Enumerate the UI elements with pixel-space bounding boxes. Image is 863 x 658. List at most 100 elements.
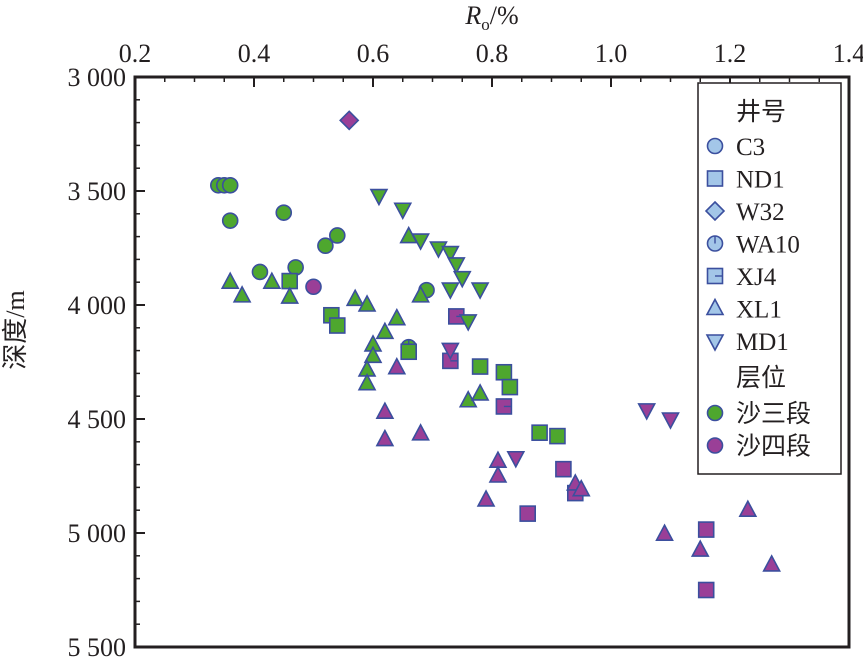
legend-layer-title: 层位 [736, 363, 786, 392]
point-c3-circle [287, 259, 304, 276]
point-xl1-triangle-up [375, 321, 395, 340]
legend-marker-xj4 [706, 267, 724, 285]
data-marks [210, 110, 781, 599]
y-tick-label: 5 000 [68, 519, 127, 548]
legend-well-title: 井号 [736, 97, 786, 126]
legend-well-entries: C3 ND1 W32 WA10 XJ4 XL1 MD1 [704, 134, 800, 356]
legend-marker-w32 [704, 200, 726, 222]
point-c3-circle [221, 177, 239, 194]
point-nd1-square [501, 378, 519, 396]
point-nd1-square [697, 581, 715, 599]
point-xl1-triangle-up [411, 423, 430, 441]
point-xl1-triangle-up [738, 499, 758, 518]
point-md1-triangle-down [441, 342, 460, 361]
x-tick-label: 0.4 [238, 39, 271, 68]
point-c3-circle [251, 263, 269, 281]
point-xl1-triangle-up [470, 383, 490, 401]
legend-label-xj4: XJ4 [736, 264, 777, 291]
x-tick-group: 0.2 0.4 0.6 0.8 1.0 1.2 1.4 [119, 39, 863, 87]
y-tick-label: 4 000 [68, 291, 127, 320]
legend-marker-wa10 [706, 235, 724, 252]
point-nd1-square [495, 363, 513, 381]
point-nd1-square [471, 358, 489, 375]
point-xl1-triangle-up [357, 372, 377, 391]
point-xl1-triangle-up [345, 288, 365, 307]
y-axis-title: 深度/m [1, 290, 30, 369]
y-tick-label: 5 500 [68, 633, 127, 658]
point-xl1-triangle-up [375, 401, 395, 419]
point-md1-triangle-down [441, 245, 460, 264]
point-xl1-triangle-up [357, 294, 377, 312]
legend-label-layer-0: 沙三段 [736, 399, 811, 428]
point-nd1-square [531, 424, 548, 441]
point-xl1-triangle-up [262, 271, 282, 290]
point-xl1-triangle-up [411, 285, 430, 303]
legend-marker-c3 [706, 137, 724, 155]
legend-label-w32: W32 [736, 199, 785, 226]
point-xl1-triangle-up [363, 345, 383, 364]
legend-marker-md1 [705, 334, 725, 352]
point-c3-circle [328, 227, 346, 244]
point-c3-circle [221, 212, 239, 229]
x-axis-title: Ro/% [464, 1, 518, 34]
point-nd1-square [697, 521, 715, 538]
legend-marker-layer-0 [706, 404, 724, 422]
legend-marker-xl1 [705, 297, 725, 316]
point-xl1-triangle-up [232, 285, 252, 303]
point-md1-triangle-down [369, 188, 389, 207]
legend-label-wa10: WA10 [736, 232, 800, 259]
y-tick-label: 3 500 [68, 177, 127, 206]
point-nd1-square [549, 427, 566, 445]
legend-label-xl1: XL1 [736, 297, 782, 324]
point-xl1-triangle-up [488, 450, 508, 468]
x-tick-label: 0.2 [119, 39, 152, 68]
legend-label-layer-1: 沙四段 [736, 432, 811, 461]
point-c3-circle [317, 237, 334, 255]
y-tick-label: 4 500 [68, 405, 127, 434]
point-nd1-square [328, 317, 346, 334]
point-nd1-square [281, 272, 299, 290]
legend-label-c3: C3 [736, 134, 765, 161]
x-tick-label: 0.8 [476, 39, 509, 68]
point-md1-triangle-down [470, 282, 490, 300]
point-xl1-triangle-up [762, 554, 781, 572]
point-xl1-triangle-up [387, 307, 407, 326]
x-axis-title-unit: /% [490, 1, 519, 30]
point-c3-circle [275, 204, 293, 221]
point-nd1-square [555, 460, 572, 478]
point-xl1-triangle-up [655, 523, 674, 541]
plot-frame [133, 75, 851, 649]
point-xl1-triangle-up [571, 478, 591, 497]
point-md1-triangle-down [637, 403, 657, 421]
point-md1-triangle-down [393, 202, 413, 220]
point-xl1-triangle-up [387, 357, 407, 375]
point-md1-triangle-down [446, 257, 466, 275]
point-md1-triangle-down [506, 450, 526, 469]
y-tick-group: 3 000 3 500 4 000 4 500 5 000 5 500 [68, 63, 145, 658]
legend-marker-layer-1 [706, 437, 724, 454]
point-xl1-triangle-up [220, 271, 240, 290]
point-xj4-square-line [495, 398, 513, 415]
point-nd1-square [400, 343, 418, 361]
legend-marker-nd1 [706, 170, 724, 187]
x-axis-title-main: R [464, 1, 481, 30]
point-w32-diamond [339, 110, 360, 131]
point-xl1-triangle-up [280, 286, 300, 304]
x-tick-label: 1.4 [833, 39, 863, 68]
point-md1-triangle-down [441, 282, 460, 300]
point-xl1-triangle-up [476, 489, 496, 507]
legend-label-md1: MD1 [736, 329, 789, 356]
x-tick-label: 1.2 [714, 39, 747, 68]
point-md1-triangle-down [452, 270, 472, 289]
point-md1-triangle-down [411, 233, 430, 251]
point-c3-circle [305, 278, 322, 296]
point-md1-triangle-down [429, 241, 448, 259]
point-nd1-square [519, 505, 537, 522]
point-xl1-triangle-up [690, 539, 710, 557]
x-axis-title-sub: o [481, 15, 490, 34]
x-tick-label: 1.0 [595, 39, 628, 68]
point-md1-triangle-down [458, 314, 478, 332]
